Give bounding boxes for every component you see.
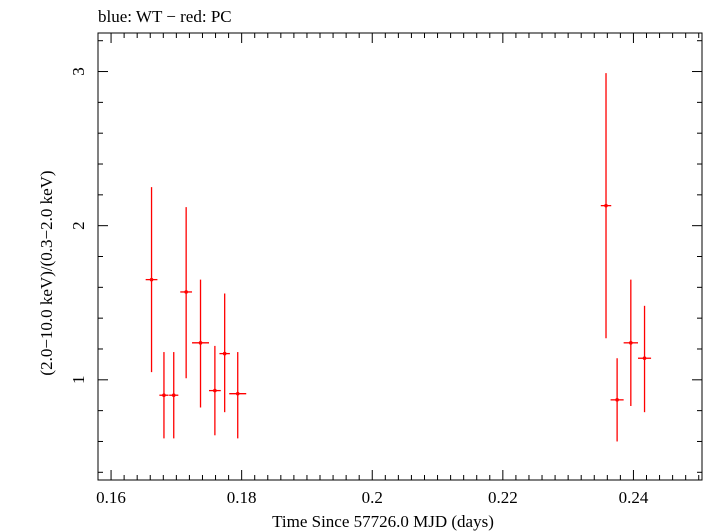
data-point [219,293,230,413]
point-marker [642,356,647,361]
data-point [192,279,210,408]
y-axis-title: (2.0−10.0 keV)/(0.3−2.0 keV) [37,170,56,375]
point-marker [629,341,633,345]
point-marker [604,203,608,208]
chart-title: blue: WT − red: PC [98,7,232,26]
point-marker [235,391,240,396]
data-point [159,352,169,439]
data-point [638,305,652,413]
axis-ticks [97,33,702,480]
point-marker [171,393,176,398]
y-tick-label: 1 [69,376,88,385]
data-point [610,358,624,442]
point-marker [213,388,217,393]
x-tick-label: 0.22 [488,488,518,507]
y-tick-label: 2 [69,221,88,230]
plot-frame [97,32,703,481]
point-marker [615,398,619,402]
data-point [623,279,639,407]
point-marker [198,341,203,345]
data-points [145,73,652,442]
x-tick-label: 0.18 [227,488,257,507]
x-tick-labels: 0.16 0.18 0.2 0.22 0.24 [96,488,649,507]
data-point [169,352,179,439]
x-axis-title: Time Since 57726.0 MJD (days) [272,512,494,531]
point-marker [184,290,188,294]
point-marker [222,351,227,356]
data-point [145,187,158,373]
point-marker [162,393,166,398]
data-point [209,345,221,436]
data-point [229,352,247,439]
y-tick-labels: 1 2 3 [69,67,88,384]
data-point [180,207,193,379]
y-tick-label: 3 [69,67,88,76]
x-tick-label: 0.24 [619,488,649,507]
x-tick-label: 0.16 [96,488,126,507]
point-marker [149,277,154,282]
x-tick-label: 0.2 [362,488,383,507]
data-point [600,73,612,339]
